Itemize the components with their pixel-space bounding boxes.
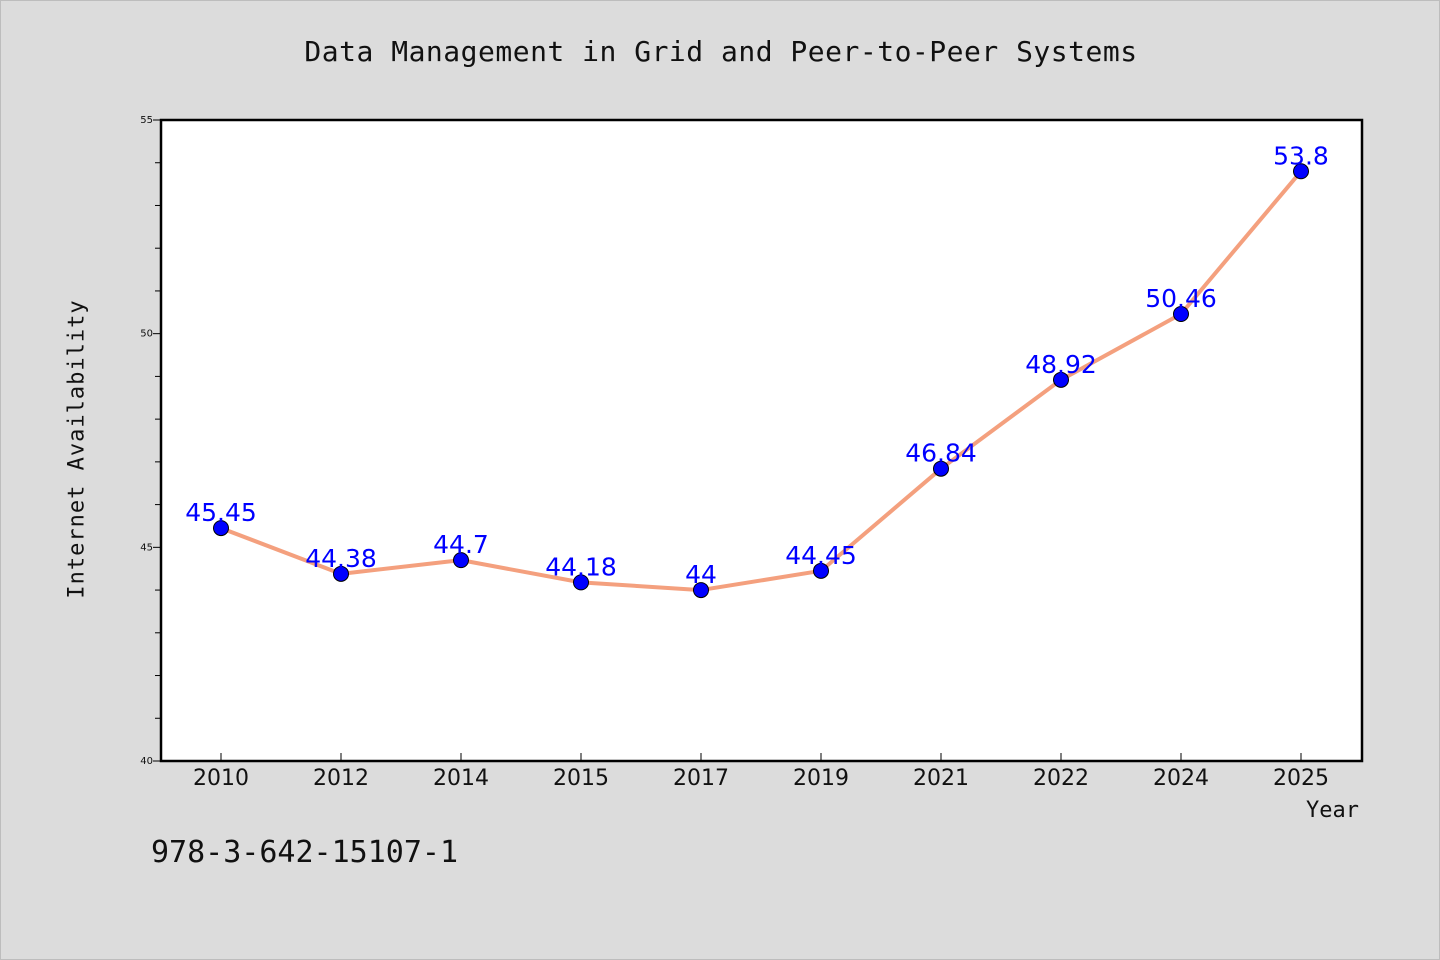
data-point [213, 520, 229, 537]
data-label: 50.46 [1145, 284, 1217, 313]
data-label: 44.38 [305, 544, 377, 573]
x-tick-label: 2010 [193, 766, 249, 791]
isbn-text: 978-3-642-15107-1 [151, 835, 459, 870]
chart-title: Data Management in Grid and Peer-to-Peer… [304, 35, 1138, 68]
data-point [573, 574, 589, 591]
y-tick-label: 45 [140, 542, 153, 553]
data-point [453, 552, 469, 569]
series-line [219, 169, 1303, 593]
x-axis-ticks: 2010 2012 2014 2015 2017 2019 2021 2022 2024 2025 [193, 753, 1329, 791]
x-tick-label: 2014 [433, 766, 489, 791]
data-point [1293, 163, 1309, 180]
x-axis-label: Year [1306, 798, 1359, 823]
x-tick-label: 2017 [673, 766, 729, 791]
data-label: 48.92 [1025, 350, 1097, 379]
data-point [333, 565, 349, 582]
data-label: 44.18 [545, 552, 617, 581]
data-label: 44 [685, 560, 717, 589]
data-label: 53.8 [1273, 141, 1329, 170]
data-point [693, 582, 709, 599]
plot-area [161, 120, 1362, 761]
x-tick-label: 2024 [1153, 766, 1209, 791]
data-point [813, 562, 829, 579]
x-tick-label: 2021 [913, 766, 969, 791]
data-point [1053, 371, 1069, 388]
series-markers [213, 163, 1309, 599]
y-axis-ticks: 40 45 50 55 [140, 115, 161, 767]
x-tick-label: 2012 [313, 766, 369, 791]
data-label: 44.45 [785, 541, 857, 570]
data-point [1173, 306, 1189, 323]
x-tick-label: 2025 [1273, 766, 1329, 791]
x-tick-label: 2022 [1033, 766, 1089, 791]
data-label: 45.45 [185, 498, 257, 527]
plot-frame [159, 118, 1364, 763]
y-tick-label: 40 [140, 756, 153, 767]
y-tick-label: 50 [140, 329, 153, 340]
x-tick-label: 2015 [553, 766, 609, 791]
x-tick-label: 2019 [793, 766, 849, 791]
data-labels: 45.45 44.38 44.7 44.18 44 44.45 46.84 48.92 50.4… [185, 141, 1329, 589]
data-label: 44.7 [433, 530, 489, 559]
y-tick-label: 55 [140, 115, 153, 126]
data-label: 46.84 [905, 439, 977, 468]
data-point [933, 460, 949, 477]
